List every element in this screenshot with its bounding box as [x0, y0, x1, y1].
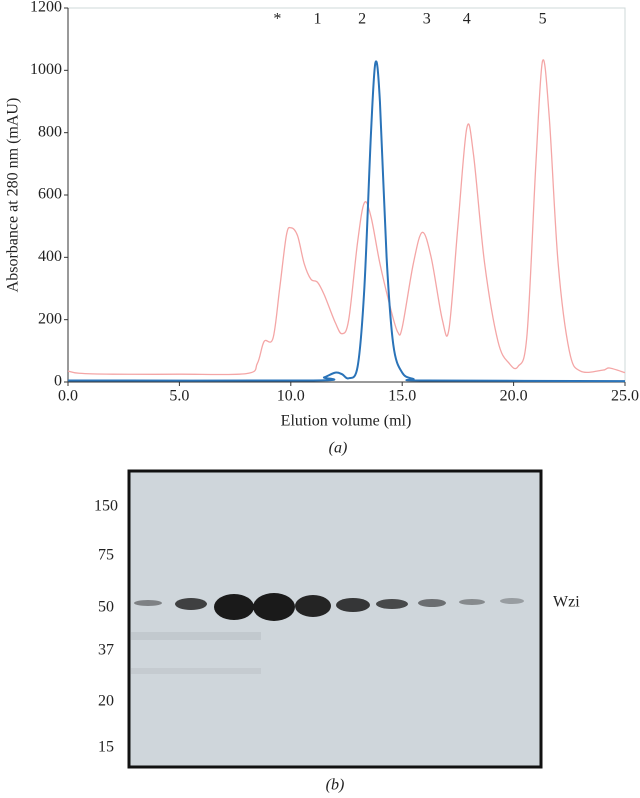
marker-label: 37: [98, 642, 114, 659]
band: [175, 598, 207, 610]
y-tick-label: 1200: [30, 0, 62, 16]
x-tick-label: 25.0: [611, 388, 639, 405]
y-tick-label: 200: [38, 310, 62, 327]
peak-label: 3: [423, 11, 431, 28]
peak-label: 2: [358, 11, 366, 28]
band-label: Wzi: [553, 594, 580, 611]
band: [376, 599, 408, 609]
marker-label: 50: [98, 599, 114, 616]
series-line: [67, 59, 626, 376]
series-line: [67, 60, 626, 383]
y-tick-label: 1000: [30, 61, 62, 78]
bands: [134, 593, 524, 621]
faint-band: [131, 632, 261, 640]
band: [214, 594, 254, 620]
x-tick-label: 15.0: [388, 388, 416, 405]
peak-label: 4: [463, 11, 471, 28]
x-tick-label: 20.0: [500, 388, 528, 405]
caption: (a): [329, 440, 348, 457]
x-tick-label: 10.0: [277, 388, 305, 405]
x-tick-label: 0.0: [58, 388, 78, 405]
y-tick-label: 0: [54, 373, 62, 390]
band: [459, 599, 485, 605]
band: [253, 593, 295, 621]
marker-label: 75: [98, 547, 114, 564]
peak-label: *: [273, 11, 281, 28]
caption: (b): [326, 777, 345, 794]
marker-label: 20: [98, 693, 114, 710]
gel-frame: [127, 469, 543, 769]
marker-label: 15: [98, 739, 114, 756]
x-tick-label: 5.0: [169, 388, 189, 405]
band: [134, 600, 162, 606]
y-axis-label: Absorbance at 280 nm (mAU): [5, 98, 22, 293]
y-tick-label: 800: [38, 123, 62, 140]
band: [295, 595, 331, 617]
y-tick-label: 600: [38, 186, 62, 203]
x-axis-label: Elution volume (ml): [281, 413, 412, 430]
gel: 150 75 50 37 20 15 Wzi (b): [94, 469, 580, 794]
peak-label: 5: [539, 11, 547, 28]
band: [336, 598, 370, 612]
band: [500, 598, 524, 604]
faint-band: [131, 668, 261, 674]
band: [418, 599, 446, 607]
peak-label: 1: [314, 11, 322, 28]
y-tick-label: 400: [38, 248, 62, 265]
marker-label: 150: [94, 498, 118, 515]
